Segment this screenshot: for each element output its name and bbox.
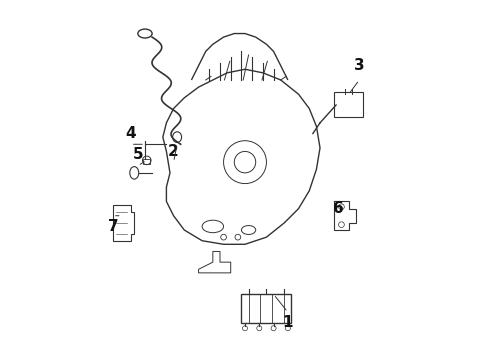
Bar bbox=[143, 158, 150, 164]
Text: 1: 1 bbox=[283, 315, 293, 330]
Text: 2: 2 bbox=[168, 144, 179, 159]
Bar bbox=[242, 294, 292, 323]
Text: 6: 6 bbox=[333, 201, 343, 216]
Text: 4: 4 bbox=[125, 126, 136, 141]
Text: 7: 7 bbox=[107, 219, 118, 234]
Text: 5: 5 bbox=[132, 148, 143, 162]
Text: 3: 3 bbox=[354, 58, 365, 73]
